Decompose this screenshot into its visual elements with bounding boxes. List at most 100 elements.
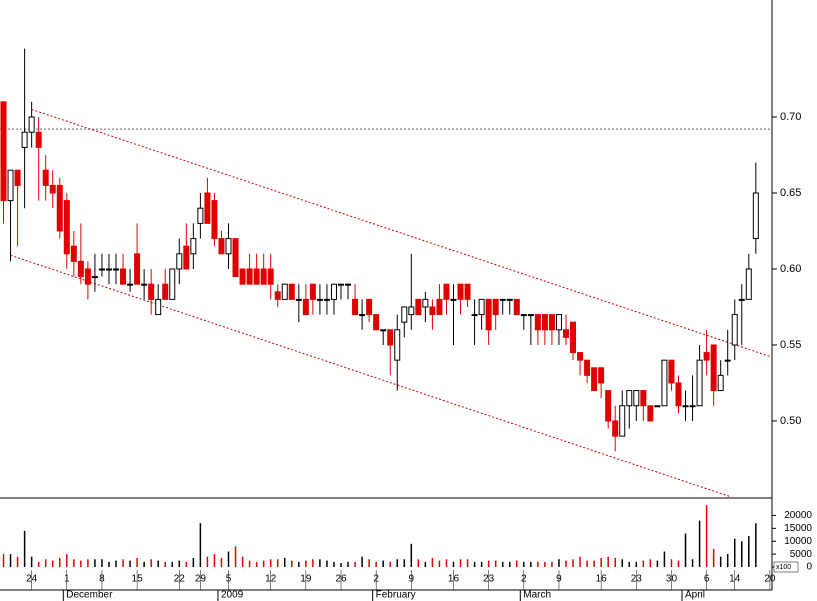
candle-body xyxy=(239,268,246,285)
candle-body xyxy=(28,116,35,133)
candle-body xyxy=(731,314,738,346)
candle-body xyxy=(35,131,42,148)
x-tick-label: 2 xyxy=(373,574,379,585)
y-tick-label: 0.55 xyxy=(780,339,801,351)
candle-body xyxy=(485,298,492,331)
candle-body xyxy=(105,268,112,271)
candle-body xyxy=(696,359,703,407)
candle-body xyxy=(366,298,373,316)
candle-body xyxy=(14,169,21,186)
candle-body xyxy=(752,192,759,240)
candle-body xyxy=(401,306,408,323)
volume-unit: x100 xyxy=(776,564,791,571)
candle-body xyxy=(513,298,520,316)
x-tick-label: 19 xyxy=(300,574,312,585)
candle-body xyxy=(253,268,260,285)
candle-body xyxy=(0,101,7,202)
candle-body xyxy=(162,283,169,300)
candle-body xyxy=(113,268,120,271)
candle-body xyxy=(548,314,555,331)
candle-body xyxy=(577,352,584,361)
y-tick-label: 0.50 xyxy=(780,415,801,427)
candle-body xyxy=(499,298,506,301)
x-tick-label: 30 xyxy=(666,574,678,585)
y-tick-label: 15000 xyxy=(784,523,812,534)
candle-body xyxy=(429,306,436,316)
candle-body xyxy=(675,382,682,407)
candle-body xyxy=(457,283,464,300)
x-tick-label: 15 xyxy=(132,574,144,585)
x-tick-label: 12 xyxy=(265,574,277,585)
candle-body xyxy=(56,184,63,232)
candle-body xyxy=(661,359,668,407)
y-tick-label: 20000 xyxy=(784,510,812,521)
candle-body xyxy=(148,283,155,300)
candle-body xyxy=(323,298,330,301)
unit-box xyxy=(773,561,799,573)
candle-body xyxy=(84,268,91,285)
candle-body xyxy=(555,314,562,331)
candle-body xyxy=(127,283,134,286)
x-tick-label: 5 xyxy=(226,574,232,585)
candle-body xyxy=(640,390,647,407)
candle-body xyxy=(492,298,499,316)
candle-body xyxy=(21,131,28,148)
candle-body xyxy=(415,298,422,316)
trendline xyxy=(10,254,732,498)
candle-body xyxy=(745,268,752,300)
candle-body xyxy=(584,359,591,376)
candle-body xyxy=(436,298,443,316)
candle-body xyxy=(373,314,380,331)
candle-body xyxy=(591,367,598,392)
candle-body xyxy=(387,329,394,346)
candle-body xyxy=(520,314,527,317)
candle-body xyxy=(288,283,295,300)
candle-body xyxy=(654,405,661,408)
candle-body xyxy=(309,283,316,300)
candle-body xyxy=(471,314,478,317)
candle-body xyxy=(330,283,337,300)
candle-body xyxy=(49,184,56,194)
candle-body xyxy=(197,207,204,224)
x-tick-label: 20 xyxy=(764,574,776,585)
x-tick-label: 16 xyxy=(448,574,460,585)
x-tick-label: 23 xyxy=(483,574,495,585)
candle-body xyxy=(63,200,70,255)
candle-body xyxy=(443,283,450,300)
candle-body xyxy=(281,283,288,300)
candle-body xyxy=(246,268,253,285)
candle-body xyxy=(506,298,513,301)
candle-body xyxy=(120,268,127,285)
x-tick-label: 2 xyxy=(521,574,527,585)
candle-body xyxy=(70,245,77,262)
x-tick-label: 16 xyxy=(596,574,608,585)
month-label: 2009 xyxy=(221,590,244,601)
x-tick-label: 23 xyxy=(631,574,643,585)
y-tick-label: 0 xyxy=(806,562,812,573)
candle-body xyxy=(422,298,429,308)
y-tick-label: 10000 xyxy=(784,536,812,547)
candle-body xyxy=(302,298,309,316)
candle-body xyxy=(394,329,401,361)
candle-body xyxy=(211,200,218,240)
candle-body xyxy=(703,352,710,361)
candle-body xyxy=(450,298,457,301)
month-label: March xyxy=(523,590,551,601)
candle-body xyxy=(352,298,359,316)
candle-body xyxy=(626,390,633,407)
candle-body xyxy=(619,405,626,437)
y-tick-label: 0.60 xyxy=(780,263,801,275)
month-label: April xyxy=(685,590,705,601)
candle-body xyxy=(570,321,577,354)
candle-body xyxy=(689,405,696,408)
candle-body xyxy=(155,298,162,316)
x-tick-label: 26 xyxy=(335,574,347,585)
candle-body xyxy=(141,283,148,286)
candle-body xyxy=(316,298,323,301)
candle-body xyxy=(598,367,605,384)
candle-body xyxy=(738,298,745,301)
candle-body xyxy=(183,245,190,270)
candle-body xyxy=(562,329,569,338)
candle-body xyxy=(295,298,302,301)
